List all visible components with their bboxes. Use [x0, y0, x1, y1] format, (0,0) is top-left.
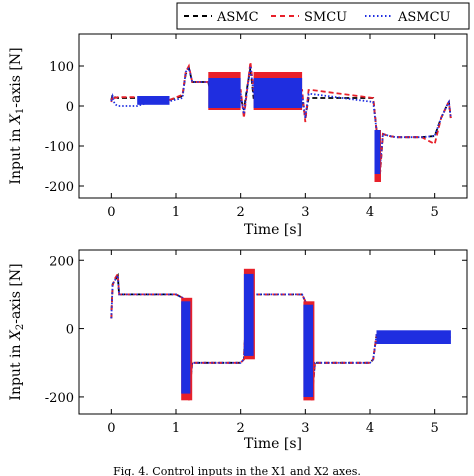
plot-area-x2 — [110, 268, 451, 401]
xtick-label: 2 — [237, 421, 245, 436]
ytick-label: -200 — [45, 180, 74, 195]
plot-area-x1 — [110, 61, 452, 182]
xtick-label: 4 — [366, 205, 374, 220]
ylabel-x1-post: -axis [N] — [8, 47, 24, 107]
xlabel-x2: Time [s] — [244, 436, 302, 452]
xtick-label: 1 — [172, 205, 180, 220]
band-asmcu-5 — [303, 304, 314, 397]
ytick-label: 200 — [49, 254, 74, 269]
ylabel-x2-sub: 2 — [15, 324, 26, 330]
xtick-label: 1 — [172, 421, 180, 436]
legend-label-asmcu: ASMCU — [397, 10, 451, 25]
band-asmcu-3 — [243, 273, 254, 356]
xtick-label: 3 — [301, 421, 309, 436]
band-asmcu-1 — [181, 301, 191, 394]
yticks-x1: -200 -100 0 100 — [45, 60, 467, 195]
band-asmcu-6 — [374, 130, 381, 174]
caption-fragment: Fig. 4. Control inputs in the X1 and X2 … — [113, 465, 361, 476]
series-line-asmcu — [110, 65, 452, 171]
xtick-label: 4 — [366, 421, 374, 436]
legend-label-asmc: ASMC — [216, 10, 259, 25]
xtick-label: 0 — [107, 421, 115, 436]
ylabel-x2-post: -axis [N] — [8, 263, 24, 323]
ylabel-x1-sub: 1 — [15, 108, 26, 114]
ytick-label: -200 — [45, 391, 74, 406]
xlabel-x1: Time [s] — [244, 222, 302, 238]
ylabel-x1-pre: Input in — [8, 124, 24, 185]
xtick-label: 2 — [237, 205, 245, 220]
ytick-label: 0 — [66, 100, 74, 115]
legend: ASMC SMCU ASMCU — [176, 2, 470, 30]
xticks-x2: 0 1 2 3 4 5 — [107, 250, 439, 436]
band-asmcu-4 — [137, 96, 170, 105]
band-asmcu-1 — [208, 78, 241, 108]
xtick-label: 0 — [107, 205, 115, 220]
ylabel-x2-pre: Input in — [8, 340, 24, 401]
yticks-x2: -200 0 200 — [45, 254, 467, 406]
xticks-x1: 0 1 2 3 4 5 — [107, 34, 439, 220]
xtick-label: 5 — [431, 421, 439, 436]
ylabel-x2: Input in X2-axis [N] — [8, 263, 26, 400]
ytick-label: 100 — [49, 60, 74, 75]
band-asmcu-6 — [376, 330, 451, 344]
band-asmcu-3 — [253, 78, 303, 108]
ylabel-x1-var: X — [8, 113, 24, 125]
ylabel-x1: Input in X1-axis [N] — [8, 47, 26, 184]
frame-x1 — [78, 33, 468, 199]
ylabel-x2-var: X — [8, 329, 24, 341]
frame-x2 — [78, 249, 468, 415]
ytick-label: -100 — [45, 140, 74, 155]
ytick-label: 0 — [66, 323, 74, 338]
xtick-label: 5 — [431, 205, 439, 220]
legend-box — [176, 2, 470, 30]
xtick-label: 3 — [301, 205, 309, 220]
legend-label-smcu: SMCU — [304, 10, 347, 25]
